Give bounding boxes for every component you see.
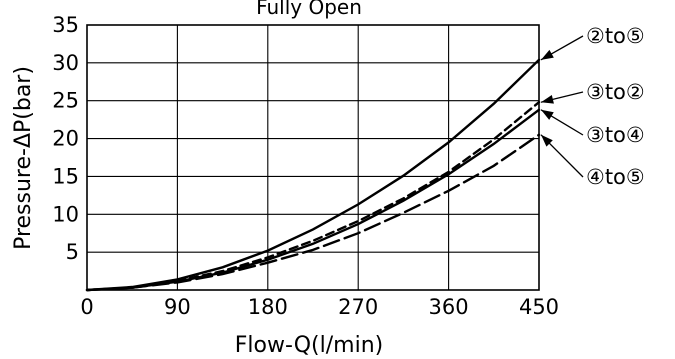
leader-arrowhead	[541, 95, 554, 104]
legend-label: ④to⑤	[586, 165, 645, 189]
series-line	[85, 101, 541, 292]
x-tick-label: 90	[164, 295, 191, 319]
legend-label: ③to④	[586, 123, 645, 147]
series-line	[85, 133, 541, 292]
y-tick-label: 20	[52, 127, 79, 151]
series-line	[85, 58, 541, 292]
x-axis-label: Flow-Q(l/min)	[235, 333, 383, 358]
plot-grid	[87, 25, 539, 290]
y-tick-label: 35	[52, 13, 79, 37]
x-tick-label: 450	[519, 295, 559, 319]
x-tick-labels: 0 90 180 270 360 450	[80, 295, 559, 319]
x-tick-label: 0	[80, 295, 93, 319]
y-tick-label: 5	[66, 240, 79, 264]
y-axis-label: Pressure-ΔP(bar)	[11, 66, 36, 250]
y-tick-label: 25	[52, 89, 79, 113]
series-line	[85, 108, 541, 292]
y-tick-label: 15	[52, 164, 79, 188]
y-tick-label: 10	[52, 202, 79, 226]
x-tick-label: 360	[429, 295, 469, 319]
x-tick-label: 270	[338, 295, 378, 319]
leader-arrowhead	[541, 49, 554, 60]
plot-frame	[86, 24, 540, 291]
legend-label: ③to②	[586, 80, 645, 104]
legend-label: ②to⑤	[586, 24, 645, 48]
chart-title: Fully Open	[256, 0, 362, 19]
leader-arrowhead	[541, 109, 554, 120]
legend-layer: ②to⑤ ③to② ③to④ ④to⑤	[540, 24, 645, 189]
x-tick-label: 180	[248, 295, 288, 319]
y-tick-label: 30	[52, 51, 79, 75]
y-tick-labels: 5 10 15 20 25 30 35	[52, 13, 79, 264]
leader-arrowhead	[541, 134, 553, 147]
series-layer	[85, 58, 541, 292]
